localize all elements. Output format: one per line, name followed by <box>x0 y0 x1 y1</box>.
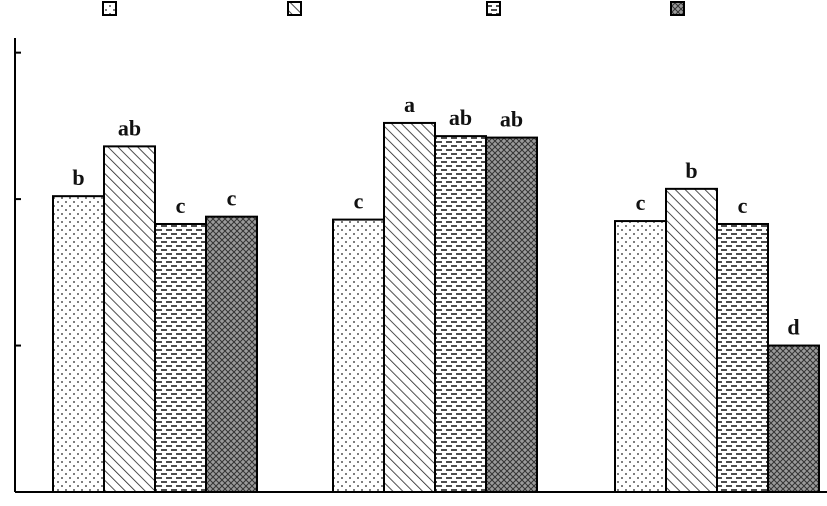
significance-letter: c <box>636 190 646 215</box>
bar-group1-diagonal-hatch <box>103 145 156 493</box>
bars <box>52 121 820 494</box>
bar-group2-horizontal-dashes <box>434 135 487 493</box>
bar-group3-dots <box>614 220 667 493</box>
bar-group2-dots <box>332 218 385 493</box>
significance-letter: b <box>685 158 697 183</box>
bar-group3-horizontal-dashes <box>716 222 769 493</box>
bar-group1-horizontal-dashes <box>154 222 207 493</box>
bar-group2-crosshatch <box>485 136 538 493</box>
significance-letter: d <box>787 315 799 340</box>
bar-group2-diagonal-hatch <box>383 121 436 494</box>
significance-letter: c <box>354 189 364 214</box>
legend-swatch-horizontal-dashes <box>486 1 501 16</box>
significance-letter: b <box>72 165 84 190</box>
significance-letter: ab <box>500 107 523 132</box>
bar-group1-crosshatch <box>205 215 258 494</box>
significance-letter: ab <box>118 115 141 140</box>
bar-group3-crosshatch <box>767 344 820 494</box>
significance-letter: c <box>176 193 186 218</box>
significance-letter: c <box>227 186 237 211</box>
legend-swatch-diagonal-hatch <box>287 1 302 16</box>
significance-letters: b ab c c c a ab ab c b c d <box>72 92 799 340</box>
bar-group3-diagonal-hatch <box>665 187 718 493</box>
legend <box>102 1 685 16</box>
legend-swatch-dots <box>102 1 117 16</box>
bar-group1-dots <box>52 195 105 493</box>
significance-letter: c <box>738 193 748 218</box>
legend-swatch-crosshatch <box>670 1 685 16</box>
significance-letter: ab <box>449 105 472 130</box>
significance-letter: a <box>404 92 415 117</box>
